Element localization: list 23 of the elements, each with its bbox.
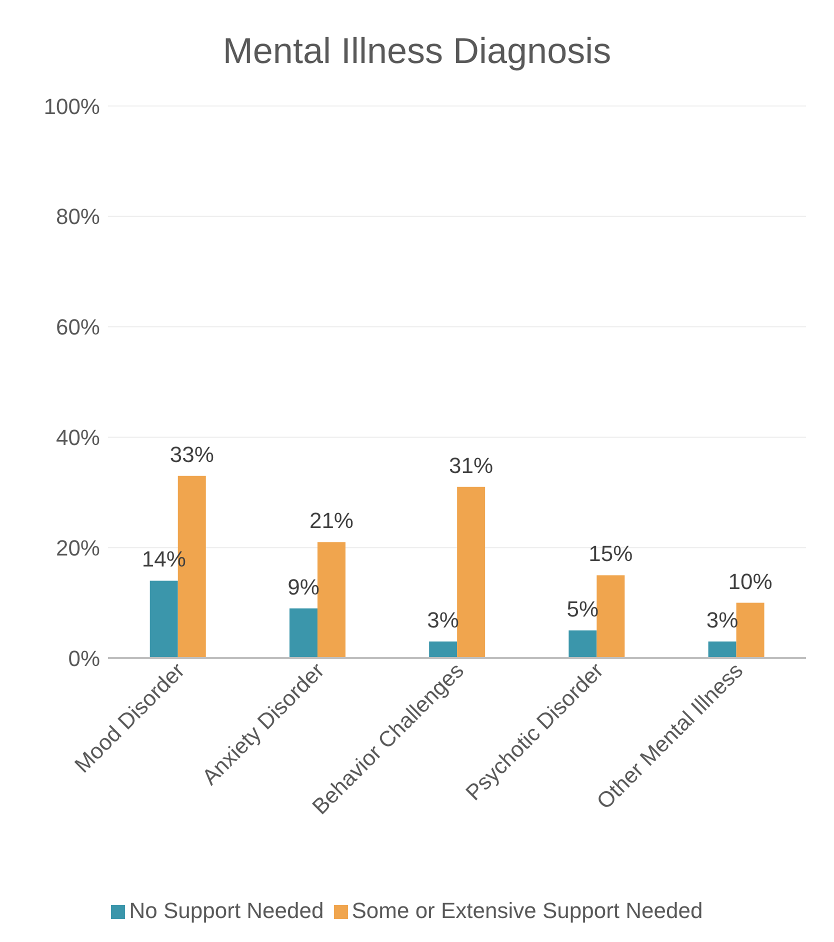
bar: [596, 575, 625, 658]
y-tick-label: 100%: [44, 94, 100, 119]
data-label: 15%: [588, 541, 633, 566]
bar: [568, 630, 597, 658]
data-label: 10%: [728, 568, 772, 594]
bar: [708, 641, 736, 658]
y-tick-label: 20%: [56, 535, 100, 560]
data-label: 31%: [449, 452, 494, 478]
bar: [317, 542, 346, 658]
bar: [289, 608, 318, 658]
legend-label: Some or Extensive Support Needed: [352, 898, 703, 923]
bar: [150, 580, 178, 658]
y-tick-label: 40%: [56, 425, 100, 450]
bar: [457, 486, 486, 658]
y-tick-label: 80%: [56, 204, 100, 230]
chart-title: Mental Illness Diagnosis: [222, 29, 612, 73]
bar: [429, 641, 458, 658]
legend-label: No Support Needed: [129, 898, 324, 923]
y-tick-label: 0%: [68, 646, 100, 671]
bar: [736, 602, 764, 658]
data-label: 21%: [309, 508, 354, 534]
data-label: 33%: [170, 442, 214, 467]
y-tick-label: 60%: [56, 314, 100, 340]
